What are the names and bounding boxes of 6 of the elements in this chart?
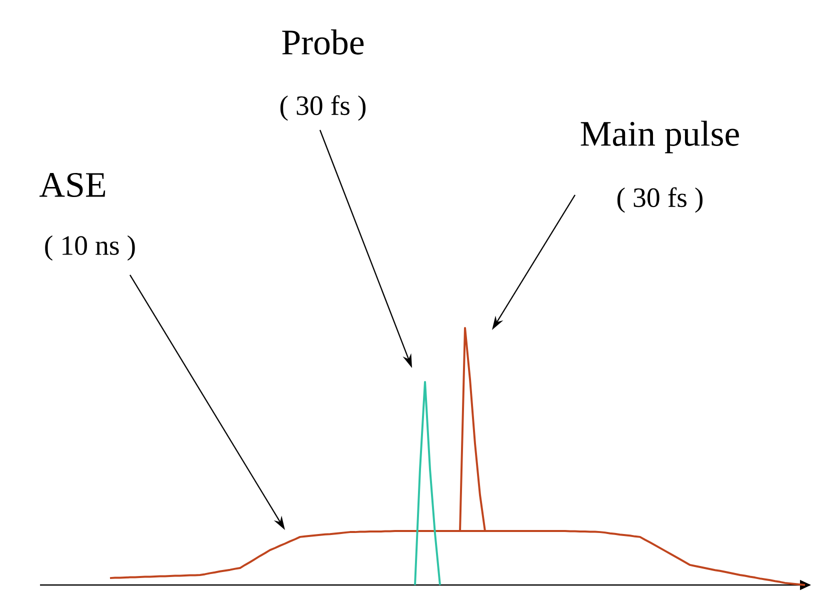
text: ( 10 ns ) — [45, 235, 135, 261]
text: ( 30 fs ) — [617, 187, 703, 213]
text: ( 30 fs ) — [280, 95, 366, 121]
text: ASE — [39, 172, 106, 198]
text: Probe — [282, 29, 364, 55]
text: Main pulse — [580, 120, 739, 154]
